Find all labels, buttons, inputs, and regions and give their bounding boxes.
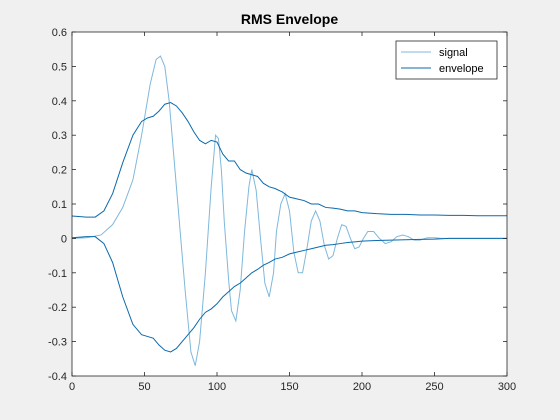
y-tick-label: 0.5 <box>52 61 67 73</box>
y-tick-label: -0.1 <box>48 268 67 280</box>
x-tick-label: 0 <box>69 381 75 393</box>
y-tick-label: 0.6 <box>52 27 67 39</box>
x-tick-label: 50 <box>138 381 150 393</box>
x-tick-label: 300 <box>498 381 516 393</box>
x-tick-label: 200 <box>353 381 371 393</box>
y-tick-label: 0.3 <box>52 130 67 142</box>
ticks-layer: 0 50 100 150 200 250 300 -0.4 -0.3 -0.2 -0.1 0 0.1 0.… <box>48 27 516 393</box>
x-tick-label: 250 <box>425 381 443 393</box>
chart-title: RMS Envelope <box>241 11 338 27</box>
plot-area <box>72 32 507 376</box>
series-line-envelope-lower <box>71 236 507 353</box>
series-line-envelope-upper <box>71 101 507 218</box>
y-tick-label: 0.4 <box>52 96 67 108</box>
legend: signal envelope <box>395 40 498 80</box>
legend-box <box>395 40 498 80</box>
x-tick-label: 100 <box>208 381 226 393</box>
x-tick-label: 150 <box>280 381 298 393</box>
legend-label-envelope: envelope <box>439 63 484 75</box>
series-line-signal <box>71 55 507 366</box>
y-tick-label: 0.1 <box>52 199 67 211</box>
legend-label-signal: signal <box>439 47 468 59</box>
y-tick-label: 0.2 <box>52 165 67 177</box>
y-tick-label: -0.4 <box>48 371 67 383</box>
y-tick-label: -0.3 <box>48 337 67 349</box>
y-tick-label: 0 <box>61 233 67 245</box>
series-layer <box>71 55 507 366</box>
y-tick-label: -0.2 <box>48 302 67 314</box>
